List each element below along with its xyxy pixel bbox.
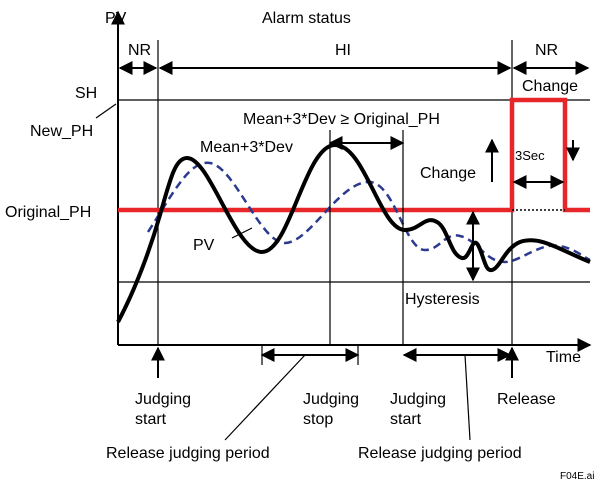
label: PV	[193, 237, 215, 254]
period-pointer	[224, 354, 306, 441]
level-label: New_PH	[30, 123, 93, 140]
figure-id: F04E.ai	[560, 471, 594, 482]
level-label: Original_PH	[5, 204, 91, 221]
period-label: Release judging period	[358, 445, 522, 462]
event-label: Release	[497, 391, 556, 408]
status-title: Alarm status	[262, 10, 351, 27]
event-label: start	[390, 411, 422, 428]
period-pointer	[464, 354, 471, 441]
level-label: SH	[75, 85, 97, 102]
event-label: Judging	[390, 391, 446, 408]
event-label: start	[135, 411, 167, 428]
status-label: NR	[535, 42, 558, 59]
new-ph-pointer	[95, 103, 117, 119]
pv-curve	[116, 142, 591, 323]
mean-curve	[146, 161, 591, 264]
label: 3Sec	[515, 148, 545, 163]
label: Mean+3*Dev	[200, 139, 293, 156]
label: Change	[420, 165, 476, 182]
status-label: NR	[128, 42, 151, 59]
label: Hysteresis	[405, 291, 480, 308]
event-label: stop	[303, 411, 333, 428]
period-label: Release judging period	[106, 445, 270, 462]
status-label: HI	[335, 42, 351, 59]
label: Mean+3*Dev ≥ Original_PH	[243, 111, 440, 128]
pv-pointer	[231, 227, 253, 239]
label: Change	[522, 78, 578, 95]
event-label: Judging	[135, 391, 191, 408]
alarm-setpoint	[118, 97, 590, 213]
y-label: PV	[105, 10, 127, 27]
event-label: Judging	[303, 391, 359, 408]
x-label: Time	[546, 349, 581, 366]
